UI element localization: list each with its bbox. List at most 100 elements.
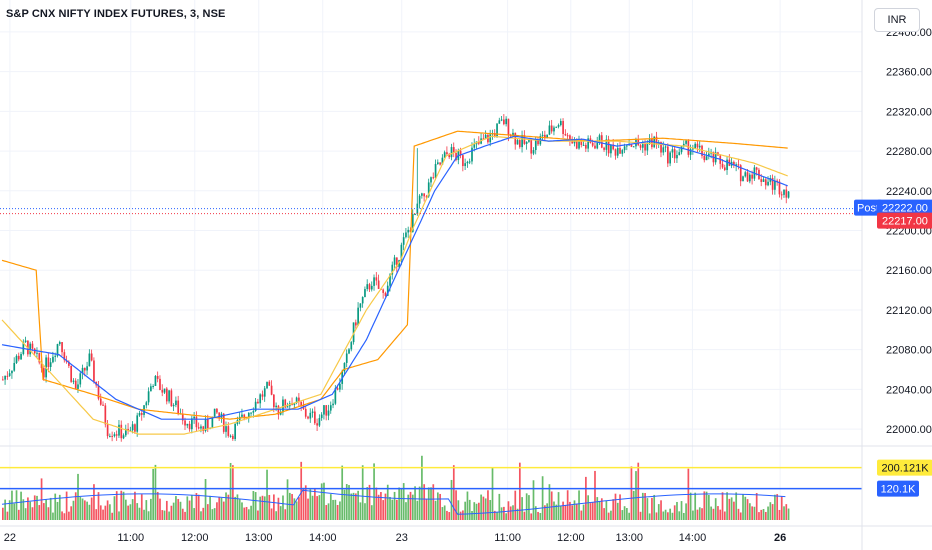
- candle-body: [774, 180, 776, 190]
- volume-bar: [414, 486, 416, 520]
- candle-body: [459, 150, 462, 156]
- candle-body: [507, 118, 510, 136]
- candle-body: [56, 344, 59, 356]
- volume-bar: [266, 469, 268, 520]
- volume-bar: [555, 504, 558, 520]
- candle-body: [8, 373, 11, 376]
- volume-bar: [263, 496, 266, 520]
- candle-body: [452, 147, 455, 153]
- volume-bar: [407, 494, 410, 520]
- volume-bar: [191, 495, 193, 520]
- volume-bar: [427, 487, 430, 520]
- volume-bar: [430, 487, 432, 520]
- post-badge: [854, 199, 882, 216]
- candle-body: [314, 411, 316, 424]
- volume-bar: [202, 507, 205, 520]
- candle-body: [11, 370, 13, 374]
- candle-body: [295, 397, 298, 404]
- candle-body: [767, 181, 769, 186]
- candle-body: [623, 146, 626, 151]
- volume-bar: [712, 508, 715, 520]
- candle-body: [325, 405, 328, 416]
- volume-bar: [662, 511, 665, 520]
- volume-bar: [660, 500, 662, 520]
- candle-body: [557, 125, 560, 127]
- candle-body: [528, 139, 530, 142]
- volume-bar: [124, 499, 127, 520]
- candle-body: [168, 390, 170, 402]
- candle-body: [386, 285, 389, 296]
- candle-body: [172, 405, 175, 407]
- candle-body: [15, 355, 18, 363]
- volume-bar: [348, 485, 350, 520]
- volume-bar: [36, 495, 38, 520]
- candle-body: [124, 428, 127, 436]
- candle-body: [487, 134, 489, 143]
- volume-bar: [355, 493, 357, 520]
- volume-bar: [229, 462, 232, 520]
- chart-grid: [0, 0, 862, 520]
- volume-bar: [245, 506, 248, 520]
- volume-bar: [400, 488, 403, 520]
- candle-body: [213, 408, 216, 417]
- volume-bar: [47, 507, 50, 520]
- x-tick-label: 12:00: [181, 532, 209, 544]
- volume-bar: [364, 503, 366, 520]
- candle-body: [785, 189, 788, 198]
- volume-bar: [621, 510, 624, 520]
- volume-bar: [150, 498, 152, 520]
- candle-body: [605, 139, 608, 150]
- volume-bar: [52, 512, 54, 520]
- candle-body: [546, 134, 549, 139]
- volume-bar: [516, 508, 519, 520]
- volume-bar: [49, 497, 52, 520]
- volume-bar: [359, 502, 362, 520]
- candle-body: [723, 167, 726, 171]
- volume-bar: [550, 491, 553, 520]
- candle-body: [79, 373, 82, 385]
- volume-bar: [22, 499, 25, 520]
- volume-bar: [698, 507, 701, 520]
- candle-body: [498, 120, 501, 124]
- volume-bar: [701, 508, 703, 520]
- candle-body: [521, 135, 523, 148]
- y-tick-label: 22160.00: [886, 265, 932, 277]
- candle-body: [345, 353, 348, 363]
- volume-bar: [17, 509, 20, 520]
- candle-body: [762, 179, 765, 182]
- candle-body: [468, 161, 471, 163]
- candle-body: [254, 401, 257, 411]
- candle-body: [518, 140, 521, 148]
- currency-button[interactable]: INR: [874, 8, 920, 32]
- y-tick-label: 22000.00: [886, 424, 932, 436]
- volume-bar: [270, 508, 273, 520]
- volume-bar: [286, 479, 289, 520]
- candle-body: [464, 163, 467, 167]
- candle-body: [550, 125, 553, 132]
- volume-bar: [323, 482, 325, 520]
- candle-body: [357, 307, 359, 326]
- volume-bar: [521, 497, 523, 520]
- volume-bar: [197, 494, 200, 520]
- volume-bar: [234, 496, 237, 520]
- candle-body: [2, 379, 4, 381]
- post-label: Post: [857, 203, 879, 215]
- candle-body: [257, 401, 259, 404]
- volume-bar: [339, 501, 341, 520]
- candle-body: [375, 277, 378, 281]
- candle-body: [714, 152, 717, 163]
- volume-bar: [27, 497, 29, 520]
- candle-body: [446, 152, 448, 155]
- candle-body: [541, 134, 544, 137]
- candle-body: [229, 435, 232, 437]
- volume-bar: [275, 511, 277, 520]
- post-price-badge: [877, 199, 932, 216]
- candle-body: [744, 172, 747, 177]
- volume-bar: [769, 502, 772, 520]
- candle-body: [687, 140, 690, 155]
- candle-body: [471, 147, 473, 162]
- volume-bar: [209, 495, 211, 520]
- volume-bar: [243, 507, 246, 520]
- y-tick-label: 22280.00: [886, 146, 932, 158]
